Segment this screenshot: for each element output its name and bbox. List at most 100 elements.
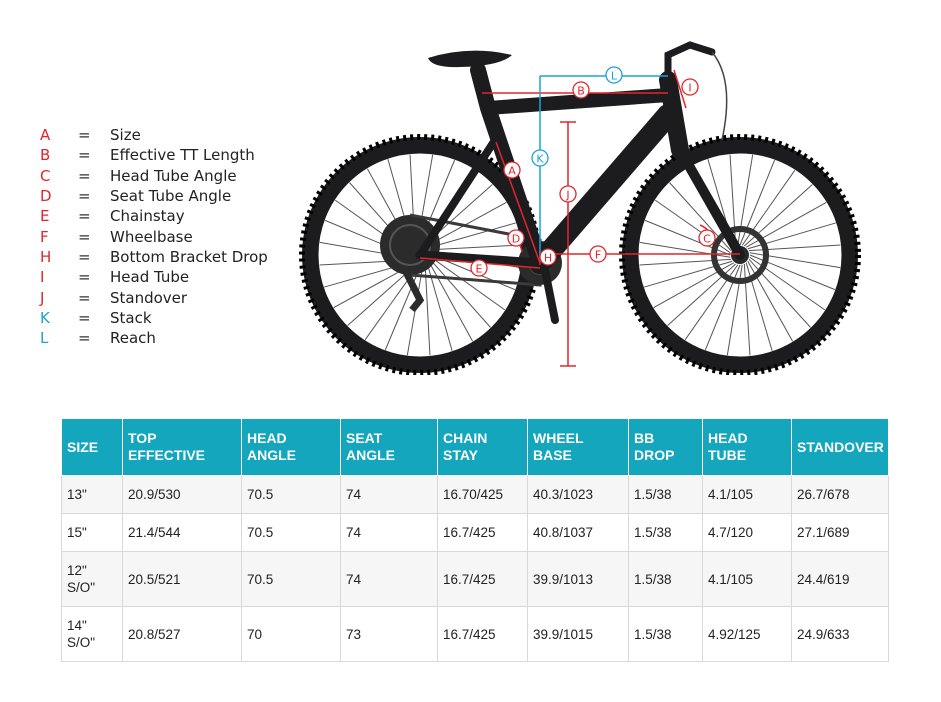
table-cell: 4.1/105 [702,475,792,514]
legend-label: Effective TT Length [110,146,255,165]
table-cell: 1.5/38 [628,606,703,662]
legend-row: A = Size [40,125,268,145]
header-head-tube: HEAD TUBE [702,418,792,476]
legend-label: Size [110,126,141,145]
table-cell: 40.3/1023 [527,475,629,514]
legend-letter: J [40,288,45,307]
table-cell: 39.9/1013 [527,551,629,607]
table-cell: 70 [241,606,341,662]
legend-equals: = [78,187,91,206]
table-cell: 4.7/120 [702,513,792,552]
table-header-row: SIZE TOP EFFECTIVE HEAD ANGLE SEAT ANGLE… [61,418,889,476]
marker-a: A [503,161,521,179]
legend-letter: L [40,329,49,348]
table-cell: 74 [340,513,438,552]
table-cell: 70.5 [241,513,341,552]
legend-row: F = Wheelbase [40,226,268,246]
marker-k-label: K [536,153,544,166]
table-cell: 40.8/1037 [527,513,629,552]
legend-row: J = Standover [40,287,268,307]
table-cell: 15" [61,513,123,552]
spoke [347,265,416,326]
table-cell: 26.7/678 [791,475,889,514]
legend-letter: D [40,187,52,206]
table-cell: 12" S/O" [61,551,123,607]
header-seat-angle: SEAT ANGLE [340,418,438,476]
saddle-and-cockpit [428,41,728,141]
marker-c: C [698,229,716,247]
legend-equals: = [78,146,91,165]
table-row: 15" 21.4/544 70.5 74 16.7/425 40.8/1037 … [61,513,889,552]
table-cell: 39.9/1015 [527,606,629,662]
table-cell: 14" S/O" [61,606,123,662]
table-row: 12" S/O" 20.5/521 70.5 74 16.7/425 39.9/… [61,551,889,607]
legend-letter: I [40,268,45,287]
legend-letter: K [40,308,50,327]
table-cell: 4.92/125 [702,606,792,662]
table-cell: 16.7/425 [437,606,528,662]
table-cell: 1.5/38 [628,513,703,552]
legend-label: Reach [110,329,156,348]
legend-letter: H [40,247,52,266]
legend-row: K = Stack [40,308,268,328]
marker-a-label: A [508,165,516,178]
marker-j: J [559,185,577,203]
table-cell: 27.1/689 [791,513,889,552]
header-size: SIZE [61,418,123,476]
legend-equals: = [78,227,91,246]
marker-c-label: C [703,233,711,246]
spoke [430,244,521,251]
header-bb-drop: BB DROP [628,418,703,476]
legend-label: Head Tube [110,268,190,287]
legend-equals: = [78,308,91,327]
table-cell: 70.5 [241,551,341,607]
table-cell: 24.9/633 [791,606,889,662]
legend-label: Wheelbase [110,227,193,246]
legend-letter: C [40,166,51,185]
legend-equals: = [78,288,91,307]
marker-f-label: F [595,249,601,262]
table-cell: 16.7/425 [437,513,528,552]
table-cell: 16.7/425 [437,551,528,607]
table-cell: 74 [340,551,438,607]
legend-letter: E [40,207,50,226]
table-cell: 74 [340,475,438,514]
table-cell: 20.8/527 [122,606,242,662]
legend-row: H = Bottom Bracket Drop [40,247,268,267]
marker-f: F [589,245,607,263]
marker-b-label: B [577,85,585,98]
table-cell: 20.9/530 [122,475,242,514]
spoke [427,264,453,351]
marker-j-label: J [565,189,569,202]
table-cell: 1.5/38 [628,475,703,514]
legend-label: Chainstay [110,207,185,226]
table-cell: 13" [61,475,123,514]
header-standover: STANDOVER [791,418,889,476]
bike-geometry-diagram: A B C D E F H I J K L [299,41,861,375]
marker-h: H [539,248,557,266]
table-cell: 16.70/425 [437,475,528,514]
spoke [429,222,516,248]
marker-i-label: I [688,82,691,95]
spoke [430,259,491,328]
measurement-lines-blue [539,75,668,258]
legend-row: C = Head Tube Angle [40,166,268,186]
header-chain-stay: CHAIN STAY [437,418,528,476]
marker-l-label: L [611,70,618,83]
marker-l: L [605,66,623,84]
legend-row: B = Effective TT Length [40,145,268,165]
marker-i: I [681,78,699,96]
legend-label: Standover [110,288,188,307]
spoke [424,265,431,356]
header-wheel-base: WHEEL BASE [527,418,629,476]
marker-b: B [572,81,590,99]
table-cell: 73 [340,606,438,662]
marker-e: E [470,259,488,277]
legend-equals: = [78,126,91,145]
table-row: 14" S/O" 20.8/527 70 73 16.7/425 39.9/10… [61,606,889,662]
geometry-legend: A = Size B = Effective TT Length C = Head Tube… [40,125,268,348]
table-cell: 21.4/544 [122,513,242,552]
legend-letter: F [40,227,49,246]
table-cell: 4.1/105 [702,551,792,607]
legend-equals: = [78,247,91,266]
